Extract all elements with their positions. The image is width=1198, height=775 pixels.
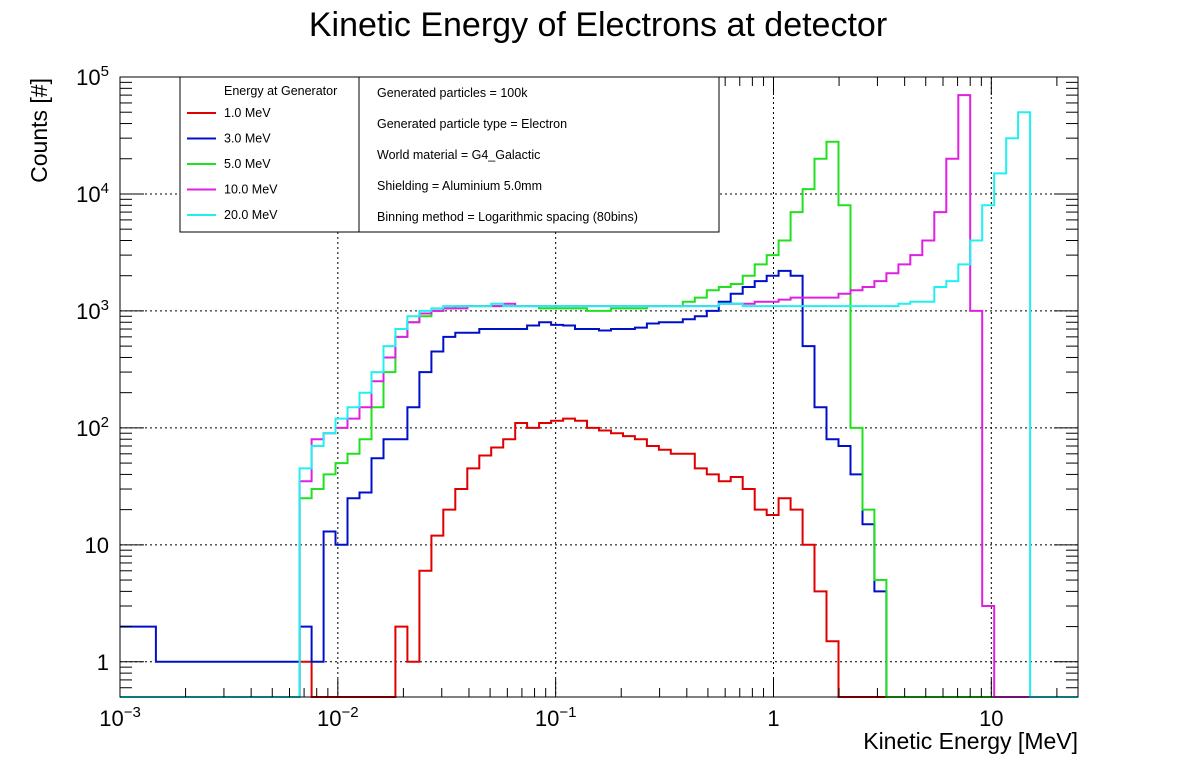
x-tick-label: 10−3 <box>99 704 141 731</box>
y-axis-label: Counts [#] <box>26 78 52 183</box>
legend-entry-label: 1.0 MeV <box>224 106 271 120</box>
x-axis-label: Kinetic Energy [MeV] <box>863 728 1078 754</box>
y-tick-label: 104 <box>76 180 109 207</box>
info-line: Generated particles = 100k <box>377 86 528 100</box>
series-line <box>120 140 1078 698</box>
legend: Energy at Generator 1.0 MeV 3.0 MeV 5.0 Me… <box>179 76 720 233</box>
y-tick-label: 103 <box>76 297 109 324</box>
legend-entry-label: 10.0 MeV <box>224 183 278 197</box>
legend-box <box>179 76 720 233</box>
y-tick-label: 1 <box>97 650 109 675</box>
info-line: Generated particle type = Electron <box>377 117 567 131</box>
y-tick-label: 105 <box>76 63 109 90</box>
legend-title: Energy at Generator <box>224 84 337 98</box>
legend-entry-label: 5.0 MeV <box>224 157 271 171</box>
axis-ticks <box>119 77 1078 698</box>
x-tick-label: 10−1 <box>535 704 577 731</box>
x-tick-label: 10−2 <box>317 704 359 731</box>
series-line <box>120 111 1078 698</box>
legend-entry-label: 3.0 MeV <box>224 132 271 146</box>
info-line: Binning method = Logarithmic spacing (80… <box>377 210 638 224</box>
axis-tick-labels: 10−3 10−2 10−1 1 10 1 10 102 103 104 105 <box>76 63 1003 731</box>
legend-entries: 1.0 MeV 3.0 MeV 5.0 MeV 10.0 MeV 20.0 MeV <box>187 106 278 222</box>
x-tick-label: 10 <box>979 706 1003 731</box>
legend-entry-label: 20.0 MeV <box>224 208 278 222</box>
y-tick-label: 10 <box>85 533 109 558</box>
x-tick-label: 1 <box>767 706 779 731</box>
info-line: World material = G4_Galactic <box>377 148 540 162</box>
chart-title: Kinetic Energy of Electrons at detector <box>309 6 887 44</box>
info-line: Shielding = Aluminium 5.0mm <box>377 179 542 193</box>
info-box: Generated particles = 100k Generated part… <box>377 86 638 224</box>
y-tick-label: 102 <box>76 414 109 441</box>
